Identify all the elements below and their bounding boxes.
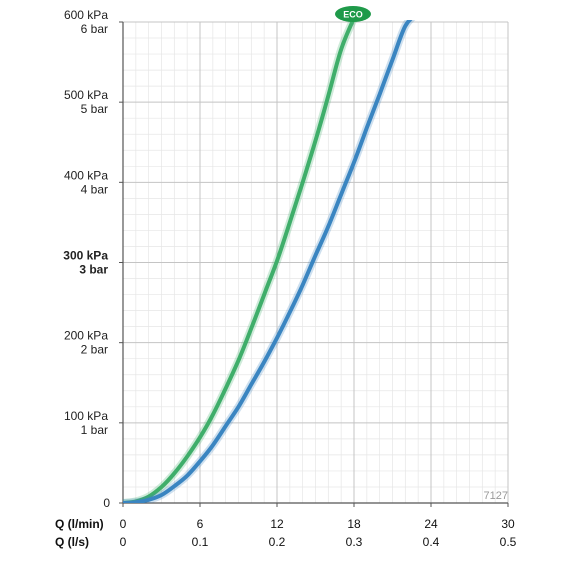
y-tick-label-kpa: 400 kPa — [64, 168, 108, 182]
eco-badge: ECO — [335, 6, 371, 22]
y-tick-label-kpa: 300 kPa — [63, 249, 108, 263]
x-tick-label-lmin: 12 — [270, 517, 284, 531]
x-tick-label-ls: 0.4 — [423, 535, 440, 549]
x-tick-label-ls: 0.3 — [346, 535, 363, 549]
y-tick-label-kpa: 500 kPa — [64, 88, 108, 102]
x-tick-label-ls: 0.1 — [192, 535, 209, 549]
x-tick-label-ls: 0 — [120, 535, 127, 549]
y-tick-label-bar: 2 bar — [81, 343, 108, 357]
x-tick-label-lmin: 30 — [501, 517, 515, 531]
y-tick-label-kpa: 0 — [103, 496, 110, 510]
y-tick-label-kpa: 100 kPa — [64, 409, 108, 423]
x-axis-label-lmin: Q (l/min) — [55, 517, 104, 531]
chart-code: 7127 — [484, 490, 508, 502]
y-tick-label-bar: 3 bar — [79, 263, 108, 277]
x-axis-label-ls: Q (l/s) — [55, 535, 89, 549]
x-tick-label-ls: 0.5 — [500, 535, 517, 549]
y-tick-label-bar: 5 bar — [81, 102, 108, 116]
y-tick-label-bar: 6 bar — [81, 22, 108, 36]
x-tick-label-lmin: 18 — [347, 517, 361, 531]
standard-curve — [123, 20, 413, 503]
y-tick-label-kpa: 600 kPa — [64, 8, 108, 22]
x-tick-label-lmin: 6 — [197, 517, 204, 531]
x-tick-labels: 0 6 12 18 24 30 0 0.1 0.2 0.3 0.4 0.5 — [120, 517, 517, 549]
y-tick-label-bar: 1 bar — [81, 423, 108, 437]
x-tick-label-lmin: 24 — [424, 517, 438, 531]
x-tick-label-ls: 0.2 — [269, 535, 286, 549]
eco-badge-shape — [335, 6, 371, 22]
series-layer — [123, 20, 416, 503]
y-tick-label-kpa: 200 kPa — [64, 329, 108, 343]
eco-badge-label: ECO — [343, 10, 363, 20]
eco-curve — [123, 20, 356, 503]
y-tick-label-bar: 4 bar — [81, 182, 108, 196]
axes — [119, 21, 509, 507]
x-tick-label-lmin: 0 — [120, 517, 127, 531]
